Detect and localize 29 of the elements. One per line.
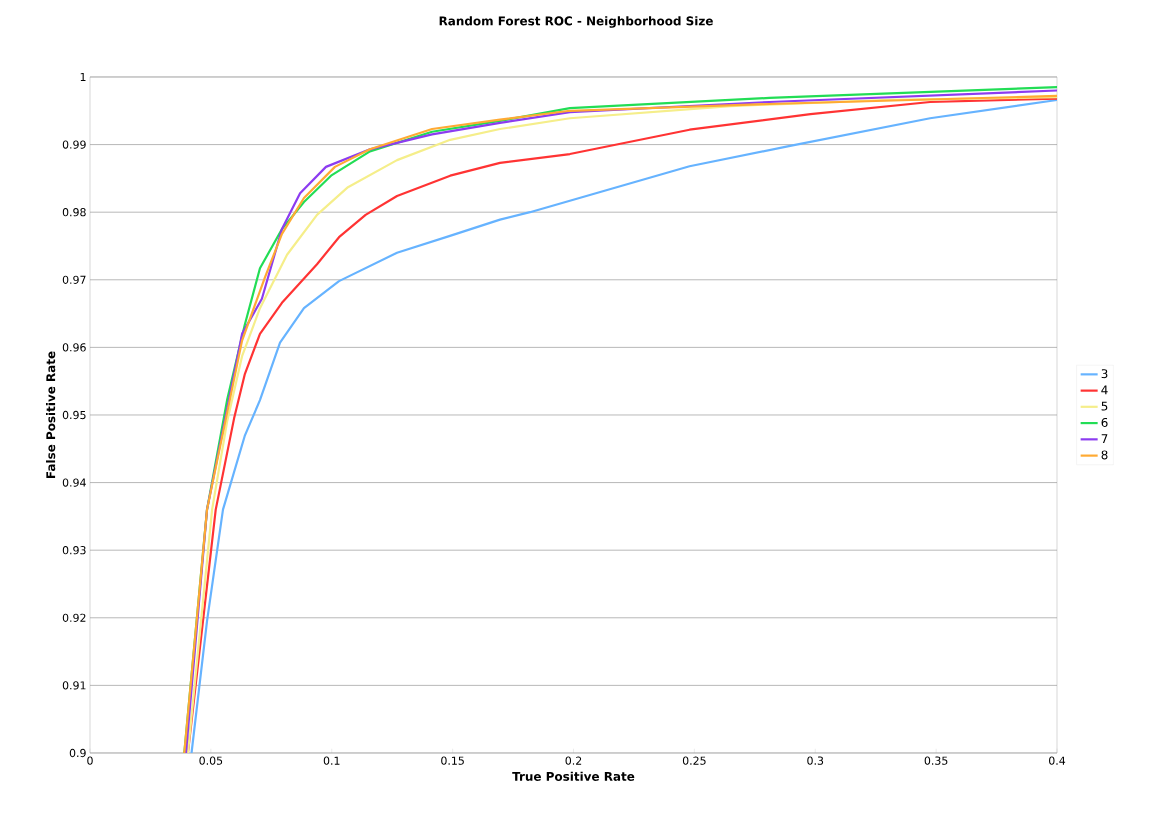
y-tick-label: 0.91 — [62, 681, 86, 690]
legend-label: 7 — [1101, 434, 1108, 443]
x-axis-title: True Positive Rate — [512, 771, 635, 781]
x-tick-label: 0.3 — [807, 756, 824, 765]
y-tick-label: 0.93 — [62, 546, 86, 555]
x-tick-label: 0.25 — [682, 756, 706, 765]
y-tick-label: 0.9 — [69, 748, 86, 758]
y-tick-label: 0.98 — [62, 208, 86, 217]
legend-label: 3 — [1101, 369, 1108, 379]
x-tick-label: 0.15 — [441, 756, 464, 765]
x-tick-label: 0.05 — [199, 756, 223, 765]
y-tick-label: 0.95 — [62, 410, 86, 420]
y-tick-label: 0.99 — [62, 140, 86, 149]
y-tick-label: 0.92 — [62, 613, 86, 622]
x-tick-label: 0.2 — [565, 756, 582, 765]
legend-label: 6 — [1101, 417, 1108, 427]
y-tick-label: 0.96 — [62, 343, 86, 352]
legend-label: 4 — [1101, 385, 1108, 395]
y-tick-label: 0.94 — [62, 478, 86, 487]
legend-label: 8 — [1101, 450, 1108, 460]
chart-title: Random Forest ROC - Neighborhood Size — [439, 16, 713, 28]
y-axis-title: False Positive Rate — [46, 351, 56, 478]
x-tick-label: 0 — [87, 756, 93, 765]
x-tick-label: 0.35 — [924, 756, 948, 765]
x-tick-label: 0.4 — [1049, 756, 1066, 765]
y-tick-label: 0.97 — [62, 275, 86, 284]
x-tick-label: 0.1 — [323, 756, 340, 765]
y-tick-label: 1 — [80, 72, 86, 81]
legend-label: 5 — [1101, 401, 1108, 411]
